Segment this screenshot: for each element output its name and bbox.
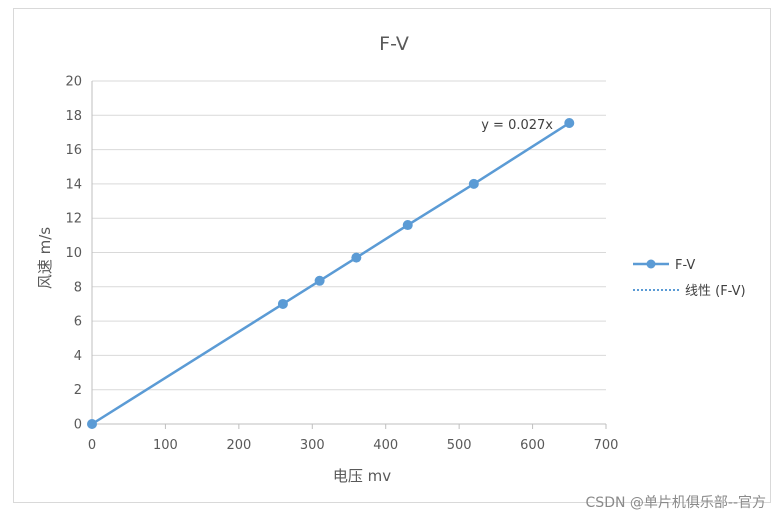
y-axis-title: 风速 m/s	[36, 227, 54, 289]
x-axis-title: 电压 mv	[333, 467, 391, 485]
chart-frame	[13, 8, 771, 503]
y-tick-label: 16	[65, 143, 82, 158]
data-point	[351, 252, 362, 263]
x-tick-label: 600	[520, 438, 545, 453]
y-tick-label: 2	[74, 383, 82, 398]
y-tick-label: 8	[74, 280, 82, 295]
trendline-equation: y = 0.027x	[481, 118, 553, 133]
y-tick-label: 18	[65, 109, 82, 124]
x-tick-label: 400	[373, 438, 398, 453]
legend-trendline-label: 线性 (F-V)	[685, 284, 746, 299]
x-tick-label: 100	[153, 438, 178, 453]
watermark: CSDN @单片机俱乐部--官方	[585, 495, 766, 511]
legend-series-marker	[646, 259, 656, 269]
y-tick-label: 6	[74, 315, 82, 330]
data-point	[87, 419, 97, 429]
axes	[91, 81, 607, 429]
data-point	[314, 275, 325, 286]
x-tick-label: 700	[594, 438, 619, 453]
x-tick-label: 200	[226, 438, 251, 453]
x-tick-labels: 0 100 200 300 400 500 600 700	[88, 438, 619, 453]
y-tick-labels: 0 2 4 6 8 10 12 14 16 18 20	[65, 75, 82, 433]
x-tick-label: 500	[447, 438, 472, 453]
marker-layer	[87, 118, 575, 429]
grid-lines	[92, 80, 606, 391]
y-tick-label: 4	[74, 349, 82, 364]
chart-title: F-V	[379, 33, 409, 55]
data-point	[402, 220, 413, 231]
y-tick-label: 14	[65, 177, 82, 192]
legend-series-label: F-V	[675, 258, 695, 273]
x-tick-label: 0	[88, 438, 96, 453]
series-layer	[91, 121, 570, 426]
legend: F-V 线性 (F-V)	[633, 258, 746, 299]
y-tick-label: 20	[65, 75, 82, 90]
y-tick-label: 12	[65, 212, 82, 227]
data-point	[277, 298, 288, 309]
data-point	[564, 118, 575, 129]
data-point	[468, 178, 479, 189]
x-tick-label: 300	[300, 438, 325, 453]
series-line	[91, 121, 570, 426]
y-tick-label: 10	[65, 246, 82, 261]
y-tick-label: 0	[74, 418, 82, 433]
